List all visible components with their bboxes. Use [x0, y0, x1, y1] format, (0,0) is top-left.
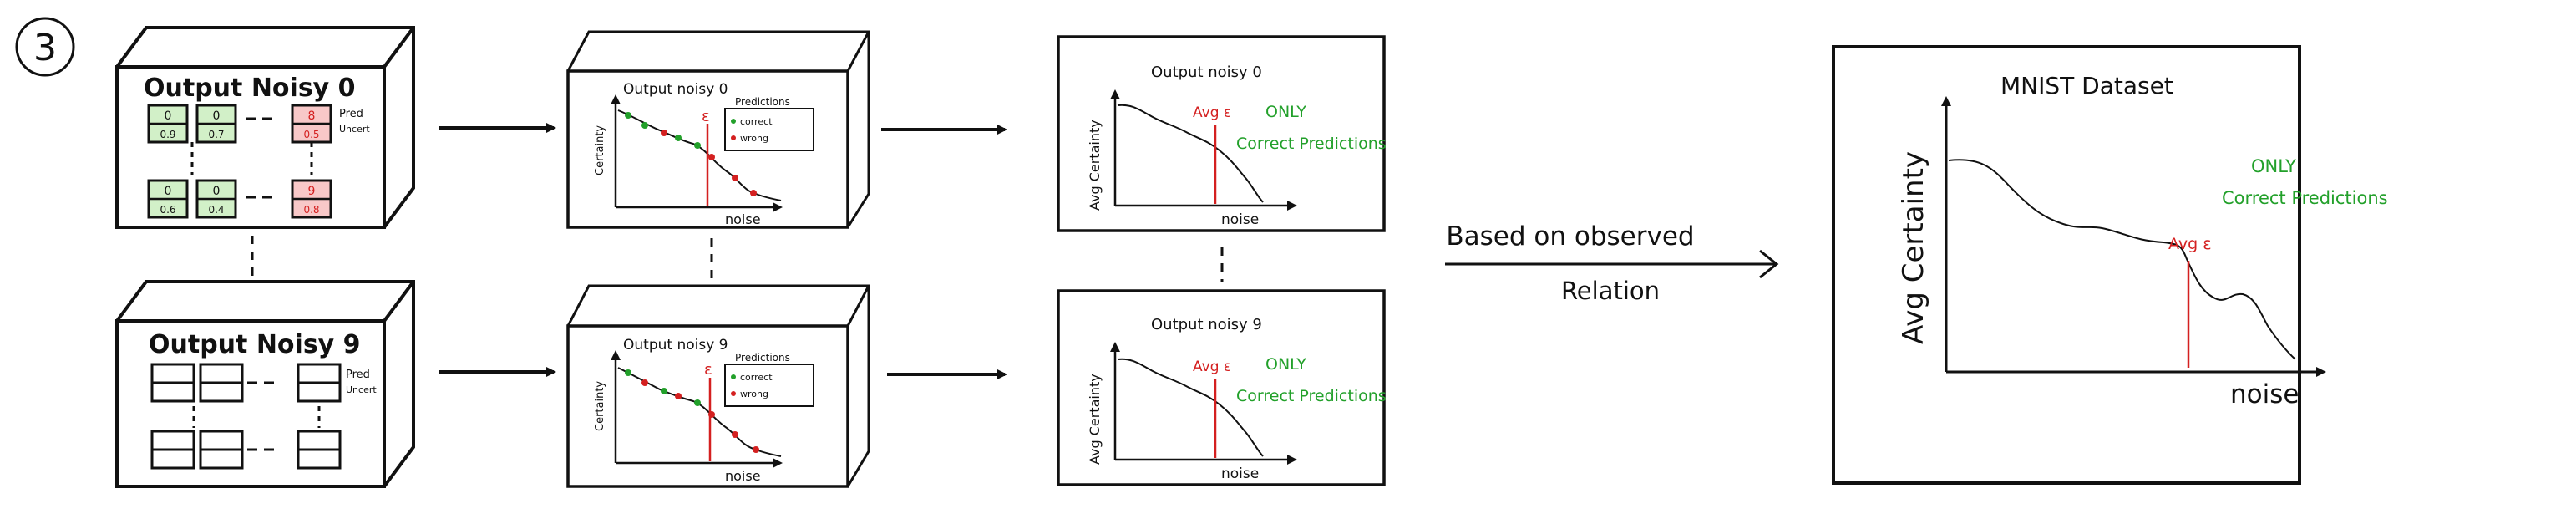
legend-correct: correct [740, 372, 773, 383]
epsilon-label: ε [704, 361, 712, 379]
step-marker: 3 [15, 17, 75, 77]
avg-epsilon-label: Avg ε [1193, 359, 1231, 375]
plot-mnist-dataset: MNIST Dataset Avg Certainty noise Avg ε … [1832, 45, 2388, 485]
uncert-label: Uncert [346, 384, 377, 395]
only-label: ONLY [1265, 355, 1306, 374]
plot-title: Output noisy 9 [623, 337, 728, 354]
x-axis-label: noise [725, 468, 761, 484]
box-title: Output Noisy 9 [149, 330, 361, 359]
uncert-label: Uncert [339, 124, 370, 135]
box-output-noisy-0: Output Noisy 0 00.900.780.500.600.490.8 … [115, 26, 415, 229]
correct-predictions-label: Correct Predictions [2222, 188, 2388, 208]
avg-epsilon-label: Avg ε [1193, 104, 1231, 121]
cell-pred: 9 [308, 185, 316, 198]
cell-uncert: 0.7 [208, 129, 224, 140]
prediction-cell: 90.8 [291, 179, 332, 219]
cell-pred: 0 [213, 109, 221, 123]
plot-avg-certainty-noisy-9: Output noisy 9 Avg Certainty noise Avg ε… [1057, 289, 1387, 486]
legend-wrong: wrong [740, 133, 768, 144]
only-label: ONLY [1265, 103, 1306, 121]
legend-title: Predictions [735, 352, 790, 364]
prediction-cell: 80.5 [291, 104, 332, 144]
cell-pred: 8 [308, 109, 316, 123]
pred-label: Pred [346, 369, 370, 381]
prediction-cell: 00.4 [195, 179, 237, 219]
y-axis-label: Certainty [594, 125, 606, 175]
relation-line-2: Relation [1561, 277, 1660, 305]
pred-label: Pred [339, 108, 363, 120]
legend-wrong-marker [731, 391, 736, 396]
y-axis-label: Avg Certainty [1897, 151, 1930, 344]
legend [724, 364, 814, 407]
cell-pred: 0 [213, 185, 221, 198]
plot-certainty-noisy-0: Output noisy 0 Certainty noise ε Predict… [566, 30, 870, 229]
legend-title: Predictions [735, 96, 790, 108]
prediction-points [625, 369, 759, 453]
cell-uncert: 0.5 [303, 129, 319, 140]
relation-line-1: Based on observed [1446, 221, 1694, 252]
relation-arrowhead [1759, 249, 1779, 279]
cell-pred: 0 [165, 109, 172, 123]
avg-epsilon-label: Avg ε [2168, 235, 2212, 253]
cell-uncert: 0.6 [160, 204, 175, 216]
x-axis-label: noise [1221, 211, 1259, 228]
epsilon-label: ε [702, 108, 710, 125]
x-axis-label: noise [2230, 379, 2299, 409]
cell-pred: 0 [165, 185, 172, 198]
cell-grid: 00.900.780.500.600.490.8 [147, 104, 332, 219]
legend-correct: correct [740, 116, 773, 127]
y-axis-label: Certainty [594, 381, 606, 431]
cell-uncert: 0.8 [303, 204, 319, 216]
cell-uncert: 0.4 [208, 204, 224, 216]
legend-wrong: wrong [740, 389, 768, 399]
plot-title: Output noisy 9 [1151, 316, 1262, 333]
legend [724, 108, 814, 151]
prediction-cell: 00.9 [147, 104, 189, 144]
y-axis-label: Avg Certainty [1087, 120, 1103, 211]
plot-title: Output noisy 0 [623, 81, 728, 98]
x-axis-label: noise [725, 211, 761, 227]
legend-wrong-marker [731, 135, 736, 140]
x-axis-label: noise [1221, 465, 1259, 482]
box-title: Output Noisy 0 [144, 74, 356, 103]
legend-correct-marker [731, 374, 736, 379]
legend-correct-marker [731, 119, 736, 124]
correct-predictions-label: Correct Predictions [1236, 135, 1387, 153]
prediction-points [625, 112, 757, 196]
plot-title: Output noisy 0 [1151, 64, 1262, 81]
cell-uncert: 0.9 [160, 129, 175, 140]
box-output-noisy-9: Output Noisy 9 Pred Uncert [115, 280, 415, 488]
prediction-cell: 00.6 [147, 179, 189, 219]
plot-title: MNIST Dataset [2000, 72, 2173, 99]
correct-predictions-label: Correct Predictions [1236, 387, 1387, 405]
cell-grid-empty [150, 363, 342, 470]
plot-certainty-noisy-9: Output noisy 9 Certainty noise ε Predict… [566, 284, 870, 488]
step-number: 3 [33, 27, 57, 69]
plot-avg-certainty-noisy-0: Output noisy 0 Avg Certainty noise Avg ε… [1057, 35, 1387, 232]
relation-arrow: Based on observed Relation [1445, 221, 1779, 305]
prediction-cell: 00.7 [195, 104, 237, 144]
only-label: ONLY [2251, 156, 2296, 176]
y-axis-label: Avg Certainty [1087, 374, 1103, 465]
